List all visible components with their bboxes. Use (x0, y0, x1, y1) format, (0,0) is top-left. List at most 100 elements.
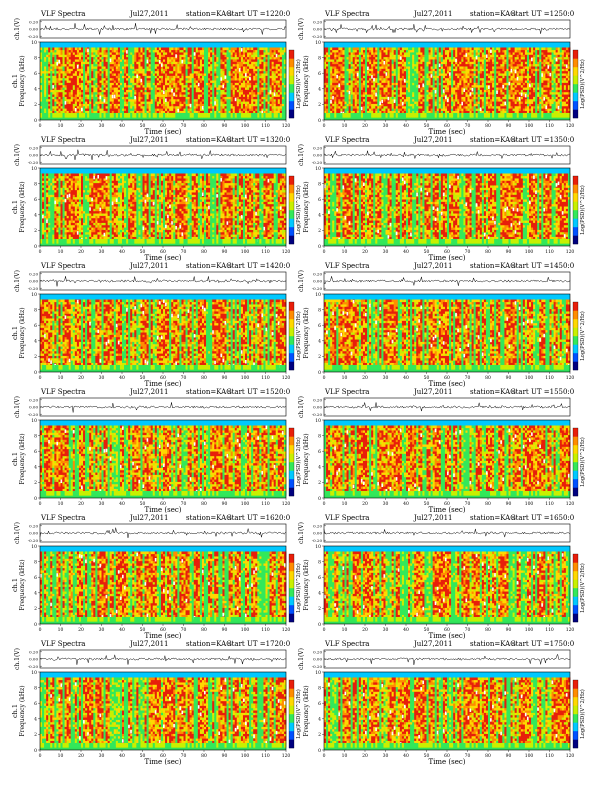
x-tick-label: 90 (222, 627, 228, 633)
y-tick-label: 4 (34, 87, 37, 93)
colorbar-swatch (289, 588, 294, 597)
colorbar-swatch (289, 597, 294, 606)
colorbar-swatch (573, 706, 578, 715)
panel-start-ut: start UT =1650:0 (512, 514, 574, 522)
y-tick-label: 4 (318, 465, 321, 471)
x-tick-label: 0 (39, 627, 42, 633)
x-axis-label: Time (sec) (428, 254, 465, 262)
x-tick-label: 90 (506, 753, 512, 759)
colorbar-swatch (289, 571, 294, 580)
x-axis-label: Time (sec) (428, 380, 465, 388)
colorbar-swatch (573, 336, 578, 345)
spectrogram-top-band (40, 168, 286, 173)
x-tick-label: 20 (78, 501, 84, 507)
x-tick-label: 30 (383, 501, 389, 507)
colorbar-swatch (289, 689, 294, 698)
x-tick-label: 120 (282, 501, 291, 507)
y-tick-label: 6 (34, 701, 37, 707)
colorbar-swatch (573, 311, 578, 320)
x-tick-label: 40 (403, 501, 409, 507)
spectrogram-top-band (324, 42, 570, 47)
colorbar-label: Log(PSD)(V^2/Hz) (295, 59, 302, 109)
panel-start-ut: start UT =1450:0 (512, 262, 574, 270)
colorbar-swatch (289, 202, 294, 211)
panel-station: station=KAG (470, 262, 516, 270)
panel-date: Jul27,2011 (413, 514, 453, 522)
panel-title: VLF Spectra (40, 388, 85, 396)
panel-station: station=KAG (186, 514, 232, 522)
x-tick-label: 40 (403, 123, 409, 129)
waveform-tick-label: -0.20 (28, 160, 39, 165)
y-tick-label: 10 (31, 670, 37, 676)
colorbar-swatch (289, 462, 294, 471)
x-axis-label: Time (sec) (144, 380, 181, 388)
panel-station: station=KAG (470, 388, 516, 396)
panel-start-ut: start UT =1250:0 (512, 10, 574, 18)
colorbar-swatch (573, 488, 578, 497)
colorbar-swatch (289, 336, 294, 345)
panel-start-ut: start UT =1750:0 (512, 640, 574, 648)
colorbar-swatch (289, 345, 294, 354)
waveform-tick-label: -0.20 (312, 538, 323, 543)
x-tick-label: 80 (201, 627, 207, 633)
y-tick-label: 6 (318, 701, 321, 707)
x-tick-label: 10 (342, 627, 348, 633)
y-tick-label: 4 (34, 339, 37, 345)
waveform-tick-label: 0.00 (29, 153, 38, 158)
y-tick-label: 10 (315, 292, 321, 298)
x-tick-label: 10 (342, 375, 348, 381)
waveform-tick-label: 0.00 (313, 405, 322, 410)
spectrogram-top-band (40, 546, 286, 551)
colorbar-swatch (289, 680, 294, 689)
x-tick-label: 110 (545, 123, 554, 129)
waveform-tick-label: -0.20 (28, 286, 39, 291)
panel-title: VLF Spectra (324, 514, 369, 522)
waveform-frame (40, 524, 286, 542)
colorbar: Log(PSD)(V^2/Hz) (289, 680, 302, 748)
spectrogram-top-band (40, 420, 286, 425)
x-tick-label: 40 (119, 627, 125, 633)
y-tick-label: 4 (318, 213, 321, 219)
x-tick-label: 90 (222, 753, 228, 759)
x-tick-label: 30 (99, 249, 105, 255)
colorbar-swatch (573, 571, 578, 580)
waveform-ylabel: ch.1(V) (298, 396, 305, 418)
colorbar-swatch (573, 362, 578, 371)
x-tick-label: 100 (525, 249, 534, 255)
x-axis-label: Time (sec) (144, 758, 181, 766)
x-tick-label: 110 (261, 501, 270, 507)
x-tick-label: 10 (58, 627, 64, 633)
y-tick-label: 6 (34, 71, 37, 77)
x-tick-label: 20 (362, 123, 368, 129)
x-axis-label: Time (sec) (428, 758, 465, 766)
colorbar-swatch (289, 219, 294, 228)
x-tick-label: 0 (323, 753, 326, 759)
waveform-ylabel: ch.1(V) (14, 18, 21, 40)
colorbar-swatch (573, 723, 578, 732)
colorbar-swatch (573, 59, 578, 68)
y-tick-label: 4 (318, 717, 321, 723)
x-tick-label: 30 (99, 375, 105, 381)
x-tick-label: 30 (99, 627, 105, 633)
waveform-ylabel: ch.1(V) (298, 18, 305, 40)
panel-start-ut: start UT =1350:0 (512, 136, 574, 144)
panel-title: VLF Spectra (40, 640, 85, 648)
y-tick-label: 0 (34, 118, 37, 124)
waveform-ylabel: ch.1(V) (298, 648, 305, 670)
ylabel-frequency: Frequency (kHz) (19, 433, 26, 484)
panel-station: station=KAG (470, 136, 516, 144)
x-tick-label: 40 (403, 249, 409, 255)
colorbar-swatch (573, 680, 578, 689)
ylabel-frequency: Frequency (kHz) (19, 685, 26, 736)
y-tick-label: 8 (34, 559, 37, 565)
x-tick-label: 90 (222, 123, 228, 129)
x-tick-label: 0 (323, 627, 326, 633)
panel-station: station=KAG (186, 262, 232, 270)
